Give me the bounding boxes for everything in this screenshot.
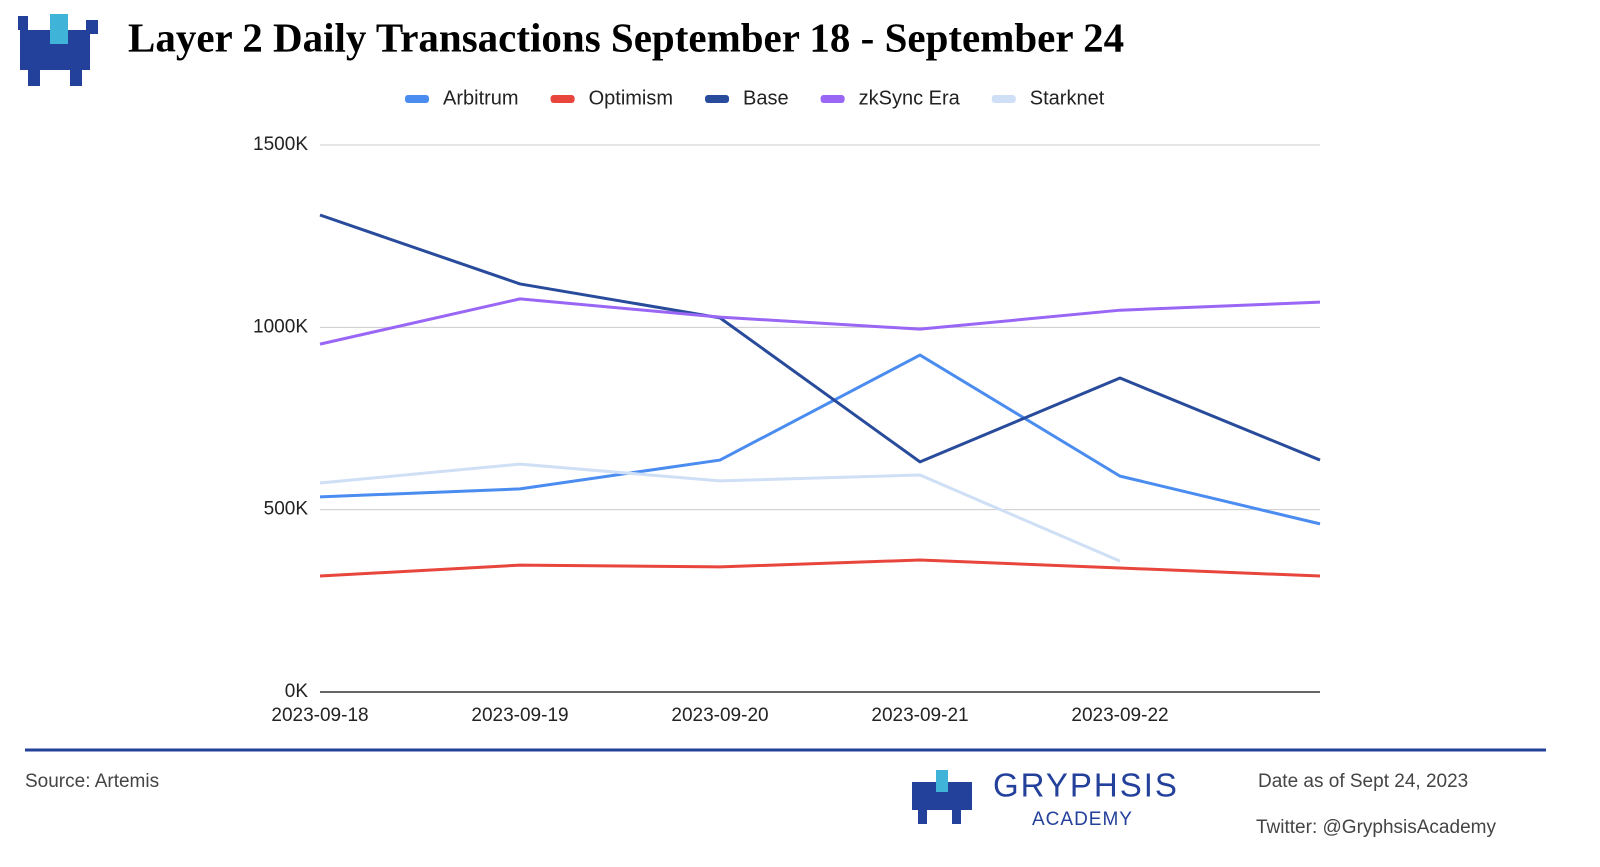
legend-label: Arbitrum [443, 87, 519, 109]
logo [18, 14, 98, 86]
legend-swatch [705, 95, 730, 103]
chart-title: Layer 2 Daily Transactions September 18 … [128, 14, 1124, 60]
source: Source: Artemis [25, 771, 159, 792]
series-line [319, 353, 1321, 526]
x-tick-label: 2023-09-19 [471, 705, 568, 726]
twitter: Twitter: @GryphsisAcademy [1256, 817, 1496, 838]
y-tick-label: 1000K [253, 316, 308, 337]
series-line [319, 213, 1321, 464]
series-line [319, 558, 1321, 578]
legend-swatch [405, 95, 429, 103]
brand-sub: ACADEMY [1032, 809, 1133, 830]
x-tick-label: 2023-09-20 [671, 705, 768, 726]
legend-label: zkSync Era [859, 87, 961, 109]
y-tick-label: 0K [285, 681, 309, 702]
x-tick-label: 2023-09-21 [871, 705, 968, 726]
series-line [319, 297, 1321, 346]
footer-logo [912, 770, 972, 824]
legend-swatch [991, 95, 1016, 103]
y-tick-label: 1500K [253, 134, 308, 155]
legend-swatch [820, 95, 845, 103]
brand: GRYPHSIS [993, 767, 1179, 804]
x-tick-label: 2023-09-22 [1071, 705, 1168, 726]
series-line [319, 462, 1121, 563]
legend-label: Optimism [589, 87, 673, 109]
y-tick-label: 500K [264, 499, 309, 520]
date: Date as of Sept 24, 2023 [1258, 771, 1468, 792]
x-tick-label: 2023-09-18 [271, 705, 368, 726]
legend-label: Starknet [1030, 87, 1105, 109]
legend-swatch [550, 95, 575, 103]
legend-label: Base [743, 87, 789, 109]
